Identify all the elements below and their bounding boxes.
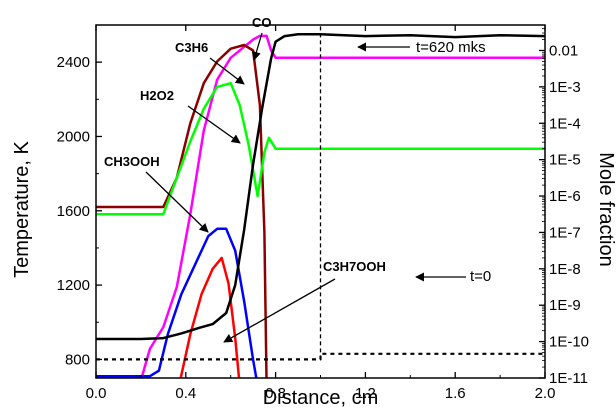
y-left-tick-label: 1600	[57, 203, 90, 220]
annotation-label-1: C3H6	[175, 40, 208, 55]
annotation-arrow-0	[251, 32, 263, 61]
series-layer	[96, 25, 545, 378]
tick-layer: 0.0 0.4 0.8 1.2 1.6 2.0 800 1200 1600 2000 2400 0.0…	[57, 24, 589, 402]
y-right-tick-label: 1E-9	[549, 297, 581, 314]
y-left-tick-label: 800	[65, 351, 90, 368]
y-right-tick-label: 1E-7	[549, 224, 581, 241]
y-right-tick-label: 0.01	[549, 42, 578, 59]
annotation-arrow-4	[223, 278, 336, 343]
annotation-arrow-2	[187, 105, 241, 144]
x-tick-label: 1.6	[445, 385, 466, 402]
y-right-tick-label: 1E-3	[549, 79, 581, 96]
annotation-label-0: CO	[252, 15, 272, 30]
y-right-tick-label: 1E-5	[549, 152, 581, 169]
annotation-label-4: C3H7OOH	[323, 259, 386, 274]
y-left-tick-label: 2000	[57, 128, 90, 145]
y-right-tick-label: 1E-6	[549, 188, 581, 205]
y-left-tick-label: 1200	[57, 277, 90, 294]
series-temperature-t-620-mks	[96, 33, 545, 341]
annotation-label-2: H2O2	[140, 88, 174, 103]
annotation-arrow-1	[209, 57, 245, 85]
x-tick-label: 0.8	[265, 385, 286, 402]
annotation-label-5: t=620 mks	[416, 39, 486, 56]
y-left-tick-label: 2400	[57, 54, 90, 71]
annotation-arrow-3	[145, 171, 209, 233]
y-right-tick-label: 1E-8	[549, 261, 581, 278]
x-tick-label: 0.4	[175, 385, 196, 402]
y-axis-right-label: Mole fraction	[595, 152, 616, 267]
y-right-tick-label: 1E-4	[549, 115, 581, 132]
x-tick-label: 0.0	[86, 385, 107, 402]
annotation-label-6: t=0	[470, 268, 491, 285]
series-c3h7ooh	[179, 256, 241, 378]
x-tick-label: 2.0	[535, 385, 556, 402]
series-co	[140, 34, 545, 378]
y-right-tick-label: 1E-10	[549, 334, 589, 351]
annotation-layer: CO C3H6 H2O2 CH3OOH C3H7OOH t=620 mks t=0	[104, 15, 491, 343]
x-axis-label: Distance, cm	[263, 387, 379, 409]
series-ch3ooh	[96, 227, 258, 378]
annotation-label-3: CH3OOH	[104, 154, 160, 169]
x-tick-label: 1.2	[355, 385, 376, 402]
y-right-tick-label: 1E-11	[549, 370, 588, 387]
y-axis-left-label: Temperature, K	[11, 140, 33, 277]
